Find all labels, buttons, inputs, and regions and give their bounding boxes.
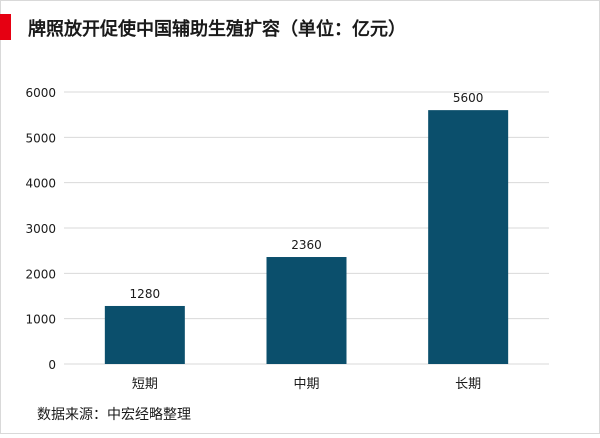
title-accent-bar bbox=[0, 14, 11, 40]
data-source-note: 数据来源：中宏经略整理 bbox=[37, 407, 191, 423]
y-tick-label: 0 bbox=[48, 358, 56, 372]
bar-layer bbox=[104, 110, 509, 364]
y-tick-label: 5000 bbox=[25, 131, 56, 145]
y-tick-label: 1000 bbox=[25, 313, 56, 327]
x-tick-label: 长期 bbox=[455, 377, 481, 392]
label-layer: 0 1000 2000 3000 4000 5000 6000 1280 短期 2360 中期 560… bbox=[25, 86, 483, 392]
x-tick-label: 中期 bbox=[293, 377, 319, 392]
chart-title: 牌照放开促使中国辅助生殖扩容（单位：亿元） bbox=[28, 19, 406, 40]
y-tick-label: 4000 bbox=[25, 177, 56, 191]
bar-2 bbox=[266, 257, 347, 364]
y-tick-label: 6000 bbox=[25, 86, 56, 100]
bar-value-label: 5600 bbox=[453, 91, 484, 105]
bar-value-label: 2360 bbox=[291, 238, 322, 252]
x-tick-label: 短期 bbox=[132, 377, 158, 392]
bar-value-label: 1280 bbox=[130, 287, 161, 301]
y-tick-label: 3000 bbox=[25, 222, 56, 236]
bar-3 bbox=[428, 110, 509, 364]
bar-1 bbox=[104, 305, 185, 364]
y-tick-label: 2000 bbox=[25, 267, 56, 281]
